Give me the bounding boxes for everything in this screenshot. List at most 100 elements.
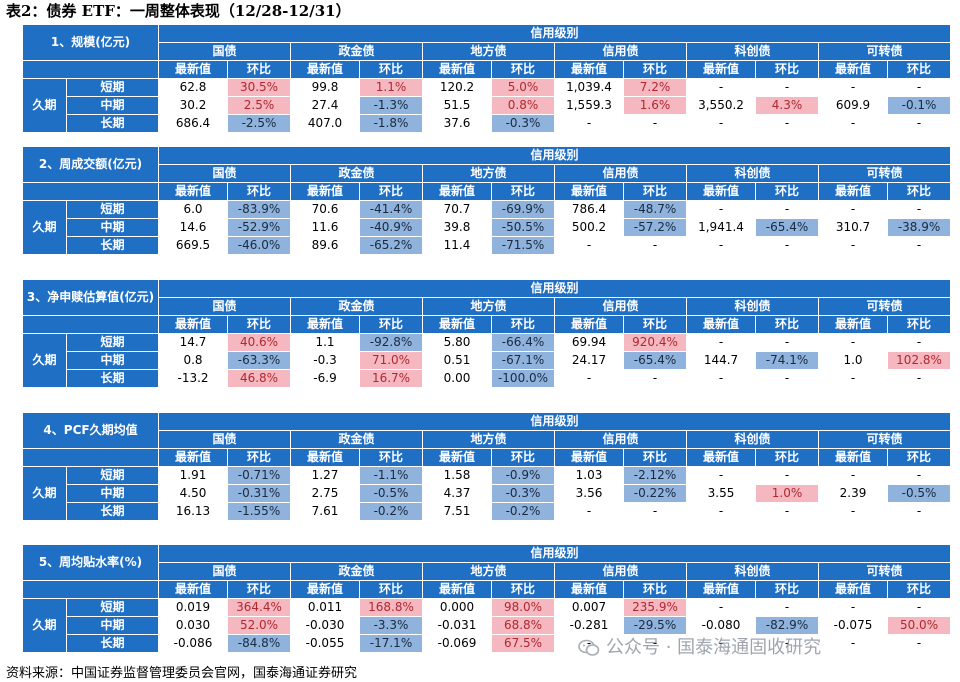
latest-value-cell: 0.8 xyxy=(158,351,229,370)
change-cell: -48.7% xyxy=(623,200,688,219)
change-cell: 1.0% xyxy=(755,484,819,503)
change-cell: -69.9% xyxy=(491,200,556,219)
subheader-latest: 最新值 xyxy=(422,315,493,334)
latest-value-cell: 1.91 xyxy=(158,466,228,485)
change-cell: -38.9% xyxy=(887,218,952,237)
table-row: 中期 0.030 52.0% -0.030 -3.3% -0.031 68.8% -0.281… xyxy=(23,616,952,635)
latest-value-cell: 3.55 xyxy=(686,484,756,503)
latest-value-cell: - xyxy=(554,114,625,133)
subheader-change: 环比 xyxy=(623,580,687,599)
change-cell: 67.5% xyxy=(491,634,555,653)
latest-value-cell: -13.2 xyxy=(158,369,229,388)
category-header: 科创债 xyxy=(686,430,819,449)
latest-value-cell: - xyxy=(686,333,757,352)
latest-value-cell: 0.007 xyxy=(554,598,624,617)
header-row-credit: 1、规模(亿元) 信用级别 xyxy=(21,24,952,61)
subheader-latest: 最新值 xyxy=(554,60,625,79)
category-header: 信用债 xyxy=(554,562,687,581)
subheader-latest: 最新值 xyxy=(686,448,756,467)
category-header: 地方债 xyxy=(422,562,555,581)
table-block-1: 1、规模(亿元) 信用级别 国债 政金债 地方债 信用债 科创债 可转债 最新值 环比 最新值 环比最… xyxy=(21,24,952,133)
change-cell: -0.31% xyxy=(227,484,291,503)
latest-value-cell: 0.51 xyxy=(422,351,493,370)
etf-table: 3、净申赎估算值(亿元) 信用级别 国债 政金债 地方债 信用债 科创债 可转债 最新值 环比 最新… xyxy=(21,279,952,388)
subheader-change: 环比 xyxy=(755,60,820,79)
category-header: 政金债 xyxy=(290,297,424,316)
latest-value-cell: -0.031 xyxy=(422,616,492,635)
latest-value-cell: 1.03 xyxy=(554,466,624,485)
latest-value-cell: - xyxy=(686,634,756,653)
table-row: 长期 686.4 -2.5% 407.0 -1.8% 37.6 -0.3% - - - - - - xyxy=(23,114,952,133)
subheader-latest: 最新值 xyxy=(554,182,625,201)
category-header: 国债 xyxy=(158,297,292,316)
subheader-change: 环比 xyxy=(227,448,291,467)
change-cell: 1.1% xyxy=(359,78,424,97)
table-row: 长期 16.13 -1.55% 7.61 -0.2% 7.51 -0.2% - - - - - - xyxy=(23,502,952,521)
change-cell: 168.8% xyxy=(359,598,423,617)
change-cell: -1.8% xyxy=(359,114,424,133)
subheader-change: 环比 xyxy=(359,182,424,201)
header-row-subheaders: 最新值 环比 最新值 环比 最新值 环比 最新值 环比 最新值 环比 最新值 环比 xyxy=(21,315,952,334)
subheader-change: 环比 xyxy=(623,315,688,334)
subheader-latest: 最新值 xyxy=(158,580,228,599)
change-cell: -83.9% xyxy=(227,200,292,219)
category-header: 地方债 xyxy=(422,297,556,316)
category-header: 可转债 xyxy=(817,430,952,449)
subheader-change: 环比 xyxy=(227,60,292,79)
subheader-change: 环比 xyxy=(886,448,952,467)
change-cell: -84.8% xyxy=(227,634,291,653)
etf-table: 4、PCF久期均值 信用级别 国债 政金债 地方债 信用债 科创债 可转债 最新值 环比 最新值 环比… xyxy=(22,412,952,521)
header-row-categories: 国债 政金债 地方债 信用债 科创债 可转债 xyxy=(23,164,952,183)
change-cell: -41.4% xyxy=(359,200,424,219)
latest-value-cell: 7.51 xyxy=(422,502,492,521)
latest-value-cell: 4.50 xyxy=(158,484,228,503)
latest-value-cell: 669.5 xyxy=(158,236,229,255)
latest-value-cell: 70.6 xyxy=(290,200,361,219)
subheader-latest: 最新值 xyxy=(818,60,889,79)
latest-value-cell: 144.7 xyxy=(686,351,757,370)
subheader-latest: 最新值 xyxy=(422,448,492,467)
change-cell: -0.1% xyxy=(887,96,952,115)
change-cell: -65.4% xyxy=(623,351,688,370)
credit-level-header: 信用级别 xyxy=(157,544,952,563)
change-cell: 235.9% xyxy=(623,598,687,617)
latest-value-cell: -0.055 xyxy=(290,634,360,653)
change-cell: 52.0% xyxy=(227,616,291,635)
change-cell: 5.0% xyxy=(491,78,556,97)
subheader-change: 环比 xyxy=(887,182,952,201)
subheader-latest: 最新值 xyxy=(158,182,229,201)
category-header: 科创债 xyxy=(686,164,820,183)
row-label: 短期 xyxy=(65,200,160,219)
subheader-latest: 最新值 xyxy=(818,448,888,467)
subheader-latest: 最新值 xyxy=(686,182,757,201)
latest-value-cell: - xyxy=(818,333,889,352)
table-title: 1、规模(亿元) xyxy=(21,24,160,61)
latest-value-cell: - xyxy=(818,369,889,388)
subheader-change: 环比 xyxy=(491,60,556,79)
change-cell: -66.4% xyxy=(491,333,556,352)
subheader-change: 环比 xyxy=(359,448,423,467)
row-label: 长期 xyxy=(65,236,160,255)
source-note: 资料来源：中国证券监督管理委员会官网，国泰海通证券研究 xyxy=(6,666,358,681)
category-header: 科创债 xyxy=(686,562,819,581)
subheader-latest: 最新值 xyxy=(422,182,493,201)
category-header: 国债 xyxy=(158,164,292,183)
latest-value-cell: - xyxy=(554,502,624,521)
subheader-spacer xyxy=(22,448,159,467)
credit-level-header: 信用级别 xyxy=(158,146,952,165)
subheader-change: 环比 xyxy=(887,60,952,79)
subheader-change: 环比 xyxy=(227,182,292,201)
latest-value-cell: 0.00 xyxy=(422,369,493,388)
row-label: 中期 xyxy=(66,616,159,635)
credit-level-header: 信用级别 xyxy=(158,279,952,298)
header-row-subheaders: 最新值 环比 最新值 环比 最新值 环比 最新值 环比 最新值 环比 最新值 环比 xyxy=(22,448,952,467)
change-cell: 16.7% xyxy=(359,369,424,388)
table-row: 长期 -13.2 46.8% -6.9 16.7% 0.00 -100.0% - - - - - - xyxy=(23,369,952,388)
change-cell: -0.5% xyxy=(359,484,423,503)
category-header: 政金债 xyxy=(290,430,423,449)
latest-value-cell: - xyxy=(818,78,889,97)
table-title: 2、周成交额(亿元) xyxy=(21,146,160,183)
latest-value-cell: 3.56 xyxy=(554,484,624,503)
subheader-latest: 最新值 xyxy=(158,60,229,79)
table-row: 久期 短期 0.019 364.4% 0.011 168.8% 0.000 98.0% 0.00… xyxy=(22,598,952,653)
